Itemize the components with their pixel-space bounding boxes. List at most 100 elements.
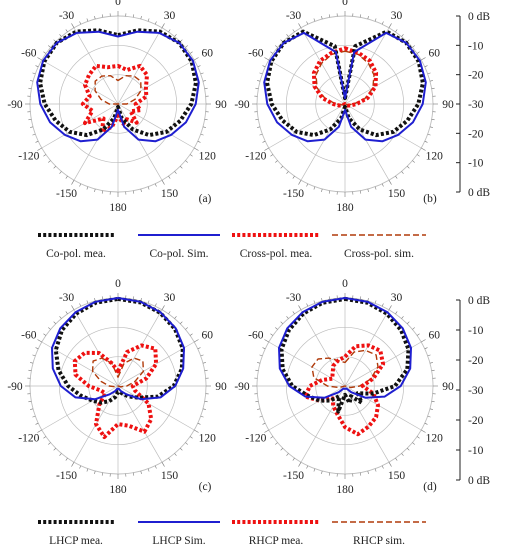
angle-label: -150 — [283, 188, 304, 200]
grid-spoke — [344, 103, 422, 149]
angle-tick — [154, 21, 157, 25]
angle-tick — [359, 190, 362, 194]
angle-label: -30 — [59, 292, 75, 304]
angle-tick — [147, 300, 150, 304]
angle-tick — [416, 154, 420, 157]
angle-tick — [401, 171, 404, 174]
angle-label: 60 — [428, 330, 440, 342]
series-line-cross-pol-sim — [315, 50, 375, 106]
grid-spoke — [73, 27, 119, 105]
angle-tick — [65, 29, 68, 33]
angle-tick — [194, 429, 199, 433]
angle-tick — [30, 126, 34, 128]
angle-tick — [71, 462, 75, 467]
angle-tick — [180, 448, 183, 451]
angle-label: -60 — [21, 330, 37, 342]
angle-tick — [86, 186, 89, 190]
angle-tick — [292, 457, 295, 461]
series-line-rhcp-sim — [311, 349, 379, 389]
angle-tick — [43, 154, 47, 157]
angle-label: -150 — [56, 188, 77, 200]
series-line-co-pol-mea — [265, 29, 425, 138]
angle-tick — [280, 321, 283, 324]
angle-tick — [132, 190, 135, 194]
grid-spoke — [117, 385, 195, 431]
angle-tick — [197, 347, 201, 350]
angle-tick — [94, 470, 96, 474]
angle-tick — [359, 296, 362, 300]
angle-tick — [421, 429, 426, 433]
db-scale-label: 0 dB — [468, 475, 490, 487]
angle-tick — [86, 300, 89, 304]
angle-tick — [424, 140, 428, 143]
db-scale-label: -20 — [468, 355, 484, 367]
angle-tick — [37, 339, 42, 343]
angle-tick — [328, 472, 331, 476]
angle-tick — [161, 180, 165, 185]
angle-label: -150 — [283, 470, 304, 482]
angle-label: -90 — [7, 99, 23, 111]
angle-tick — [395, 311, 398, 315]
angle-tick — [202, 362, 206, 364]
angle-tick — [174, 453, 177, 456]
angle-tick — [174, 316, 177, 319]
legend-label: Co-pol. mea. — [46, 248, 106, 260]
angle-label: 0 — [115, 0, 121, 8]
angle-label: -60 — [248, 330, 264, 342]
series-line-rhcp-mea — [72, 343, 159, 439]
angle-tick — [401, 34, 404, 37]
angle-tick — [154, 183, 157, 187]
angle-label: -90 — [7, 381, 23, 393]
angle-label: -30 — [286, 292, 302, 304]
angle-tick — [374, 18, 377, 22]
angle-tick — [306, 183, 309, 187]
grid-spoke — [117, 103, 163, 181]
angle-tick — [32, 133, 36, 136]
angle-tick — [275, 160, 278, 163]
angle-tick — [65, 175, 68, 179]
angle-tick — [65, 457, 68, 461]
angle-tick — [140, 16, 142, 20]
angle-label: 180 — [336, 484, 354, 496]
series-line-rhcp-sim — [91, 357, 145, 388]
angle-tick — [306, 303, 309, 307]
angle-tick — [388, 462, 392, 467]
angle-tick — [381, 21, 384, 25]
angle-label: 30 — [164, 10, 176, 22]
angle-tick — [147, 186, 150, 190]
angle-tick — [313, 186, 316, 190]
legend-label: RHCP mea. — [249, 535, 304, 547]
db-scale-label: 0 dB — [468, 295, 490, 307]
angle-tick — [161, 23, 165, 28]
series-line-cross-pol-sim — [94, 75, 142, 105]
angle-tick — [200, 133, 204, 136]
angle-label: 0 — [342, 0, 348, 8]
polar-grid — [252, 11, 438, 197]
angle-tick — [374, 468, 377, 472]
angle-tick — [255, 87, 259, 90]
angle-tick — [202, 126, 206, 128]
angle-tick — [194, 339, 199, 343]
angle-tick — [427, 415, 431, 418]
angle-tick — [28, 369, 32, 372]
angle-tick — [35, 65, 39, 68]
series-line-co-pol-sim — [263, 31, 427, 143]
angle-tick — [286, 453, 289, 456]
angle-tick — [28, 400, 32, 403]
angle-tick — [28, 118, 32, 121]
angle-tick — [395, 175, 398, 179]
angle-tick — [298, 180, 302, 185]
angle-tick — [101, 190, 104, 194]
grid-spoke — [117, 385, 163, 463]
angle-tick — [298, 462, 302, 467]
angle-tick — [79, 21, 82, 25]
angle-tick — [94, 298, 96, 302]
angle-tick — [30, 80, 34, 82]
legend-label: LHCP Sim. — [152, 535, 205, 547]
angle-tick — [431, 118, 435, 121]
angle-tick — [412, 160, 415, 163]
angle-tick — [257, 80, 261, 82]
angle-tick — [30, 362, 34, 364]
angle-tick — [424, 422, 428, 425]
